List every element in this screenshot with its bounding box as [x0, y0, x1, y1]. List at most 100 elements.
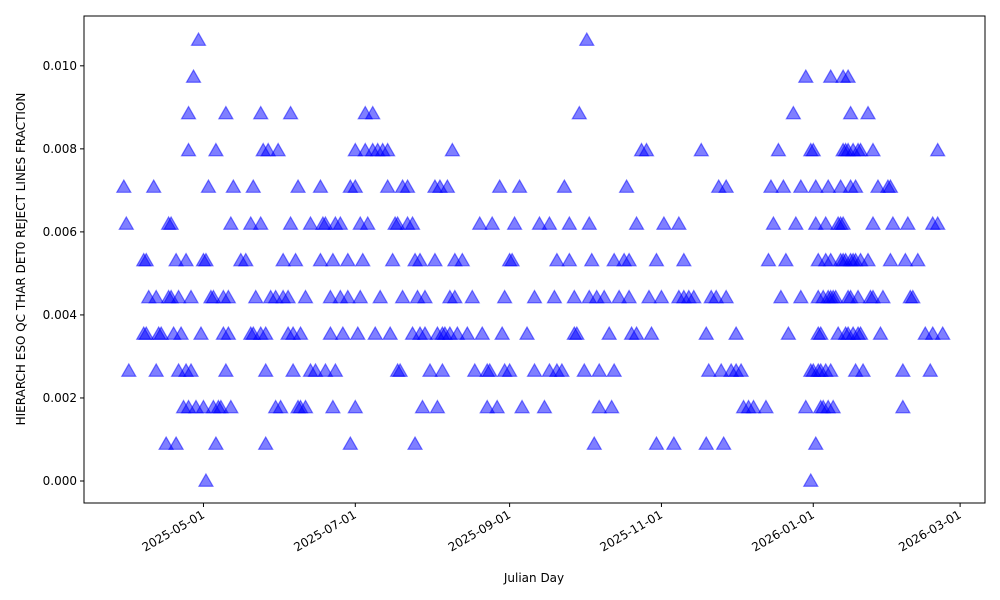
- y-tick-label: 0.008: [43, 142, 77, 156]
- point: [541, 215, 558, 230]
- point: [797, 399, 814, 414]
- point: [504, 252, 521, 267]
- point: [822, 252, 839, 267]
- point: [479, 399, 496, 414]
- point: [718, 178, 735, 193]
- point: [670, 215, 687, 230]
- point: [621, 252, 638, 267]
- point: [275, 252, 292, 267]
- point: [929, 215, 946, 230]
- point: [222, 215, 239, 230]
- point: [698, 325, 715, 340]
- point: [317, 215, 334, 230]
- point: [404, 215, 421, 230]
- point: [178, 252, 195, 267]
- point: [352, 289, 369, 304]
- point: [586, 435, 603, 450]
- point: [606, 252, 623, 267]
- point: [578, 31, 595, 46]
- point: [439, 178, 456, 193]
- point: [138, 325, 155, 340]
- point: [434, 362, 451, 377]
- point: [822, 68, 839, 83]
- point: [511, 178, 528, 193]
- point: [185, 68, 202, 83]
- point: [168, 435, 185, 450]
- point: [825, 399, 842, 414]
- point: [526, 362, 543, 377]
- point: [212, 399, 229, 414]
- y-tick-label: 0.006: [43, 225, 77, 239]
- point: [546, 289, 563, 304]
- point: [297, 399, 314, 414]
- point: [484, 215, 501, 230]
- point: [464, 289, 481, 304]
- y-axis-label: HIERARCH ESO QC THAR DET0 REJECT LINES F…: [14, 93, 28, 426]
- point: [576, 362, 593, 377]
- point: [225, 178, 242, 193]
- point: [601, 325, 618, 340]
- point: [904, 289, 921, 304]
- point: [182, 362, 200, 377]
- point: [342, 435, 359, 450]
- point: [797, 68, 814, 83]
- point: [481, 362, 498, 377]
- point: [429, 399, 446, 414]
- point: [665, 435, 682, 450]
- point: [802, 472, 819, 487]
- point: [922, 362, 939, 377]
- point: [207, 142, 224, 157]
- point: [192, 325, 210, 340]
- point: [531, 215, 548, 230]
- point: [182, 289, 200, 304]
- point: [115, 178, 132, 193]
- point: [882, 252, 899, 267]
- point: [170, 289, 187, 304]
- point: [640, 289, 658, 304]
- point: [205, 289, 222, 304]
- point: [934, 325, 951, 340]
- point: [190, 31, 207, 46]
- point: [648, 252, 665, 267]
- point: [571, 105, 588, 120]
- point: [347, 178, 364, 193]
- point: [148, 362, 165, 377]
- point: [655, 215, 672, 230]
- point: [872, 325, 889, 340]
- point: [835, 215, 852, 230]
- point: [855, 362, 872, 377]
- point: [780, 325, 797, 340]
- point: [787, 215, 804, 230]
- point: [591, 362, 608, 377]
- point: [832, 178, 849, 193]
- point: [459, 325, 476, 340]
- y-tick-label: 0.002: [43, 391, 77, 405]
- point: [322, 325, 339, 340]
- point: [611, 289, 628, 304]
- point: [850, 289, 867, 304]
- point: [621, 289, 638, 304]
- point: [324, 399, 341, 414]
- point: [812, 325, 829, 340]
- point: [693, 142, 710, 157]
- point: [765, 215, 782, 230]
- point: [628, 325, 645, 340]
- point: [317, 362, 334, 377]
- point: [252, 215, 269, 230]
- point: [347, 399, 364, 414]
- point: [364, 105, 381, 120]
- point: [416, 325, 434, 340]
- point: [864, 142, 882, 157]
- point: [807, 178, 824, 193]
- point: [526, 289, 543, 304]
- point: [237, 252, 254, 267]
- point: [297, 289, 314, 304]
- point: [581, 215, 598, 230]
- point: [411, 252, 429, 267]
- point: [426, 252, 443, 267]
- point: [777, 252, 794, 267]
- point: [307, 362, 324, 377]
- y-tick-label: 0.010: [43, 59, 77, 73]
- point: [864, 289, 882, 304]
- point: [444, 142, 461, 157]
